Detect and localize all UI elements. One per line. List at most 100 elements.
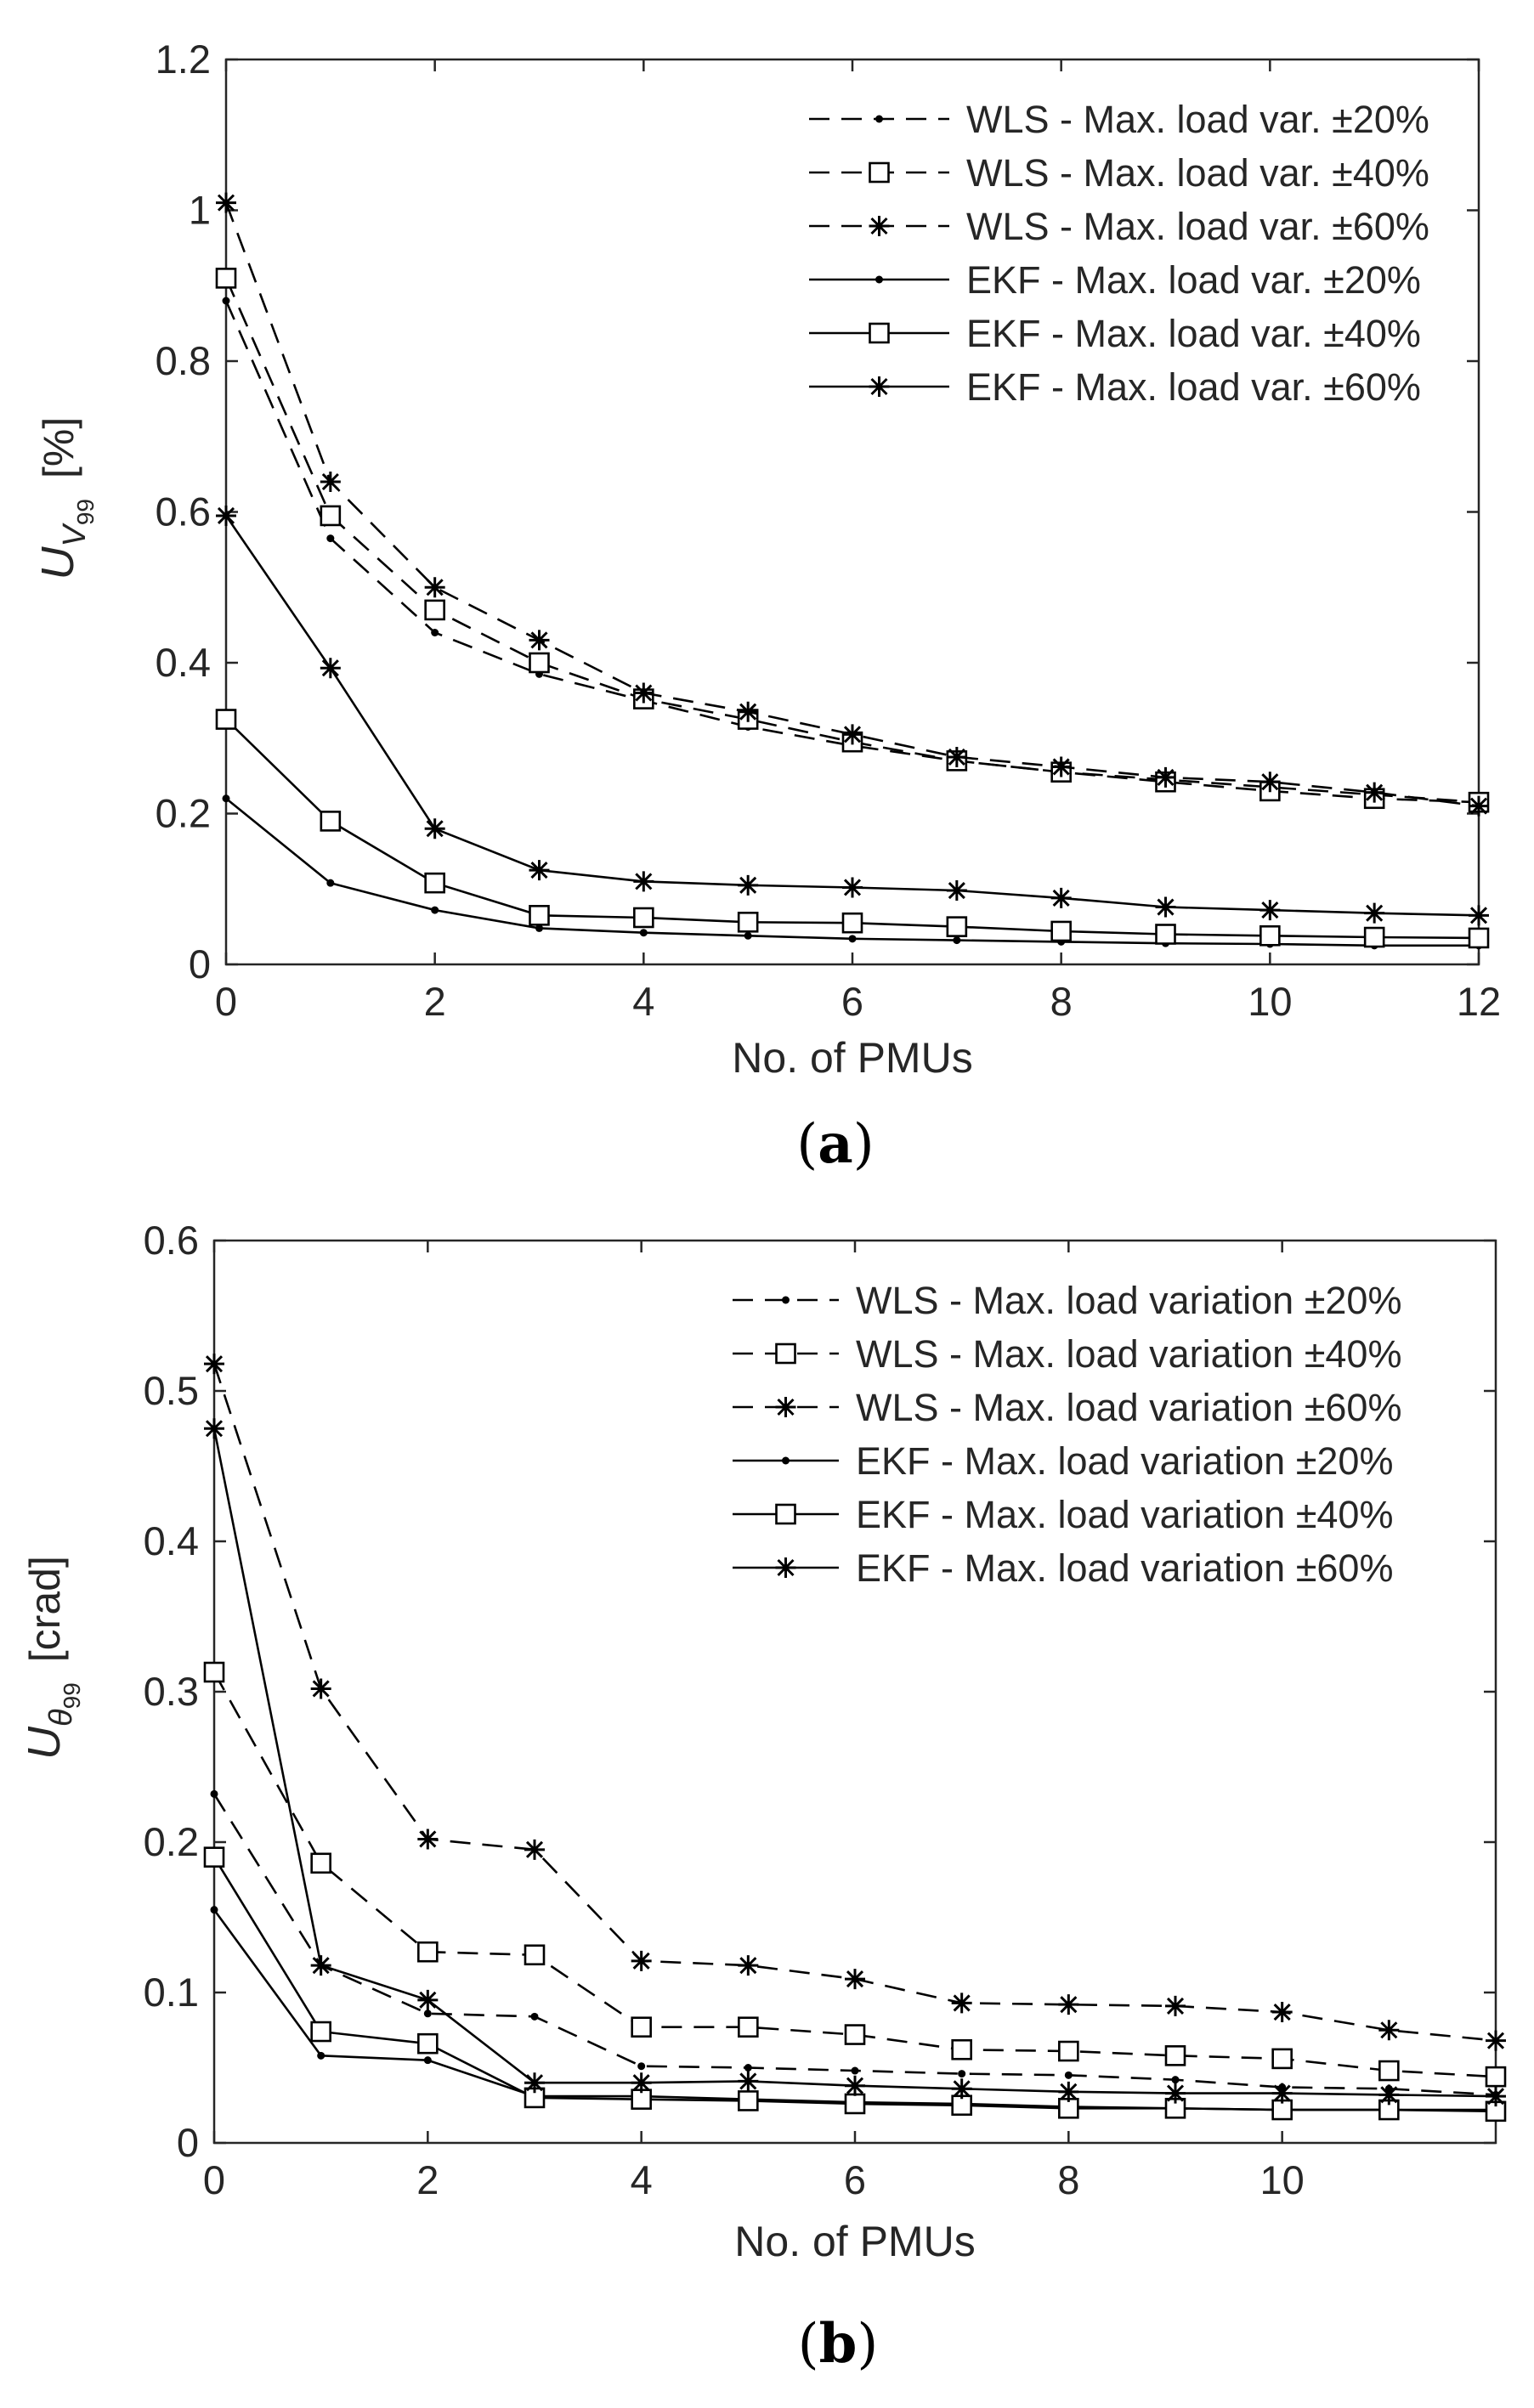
- series-6: [204, 1418, 1506, 2107]
- data-point: [1378, 2060, 1400, 2082]
- y-axis-symbol: U: [19, 1726, 70, 1760]
- x-tick-label: 4: [632, 979, 654, 1024]
- data-point: [423, 2056, 432, 2065]
- data-point: [310, 2021, 331, 2043]
- data-point: [946, 746, 967, 767]
- data-point: [1155, 896, 1176, 918]
- y-axis-label: UV99 [%]: [32, 417, 99, 580]
- y-axis-symbol-subsub: 99: [59, 1682, 85, 1709]
- data-point: [842, 724, 863, 745]
- y-tick-label: 0.2: [144, 1819, 199, 1864]
- data-point: [951, 2078, 972, 2100]
- data-point: [953, 936, 961, 945]
- panel-a-chart: 0 0.2 0.4 0.6 0.8 1 1.2 0 2 4 6 8 10 12 WLS - Max. loa…: [32, 37, 1501, 1176]
- x-tick-label: 10: [1260, 2157, 1305, 2202]
- data-point: [631, 2016, 652, 2038]
- data-point: [1050, 756, 1072, 777]
- data-point: [1364, 902, 1385, 924]
- data-point: [326, 534, 335, 543]
- legend-entry: WLS - Max. load variation ±60%: [856, 1386, 1401, 1429]
- data-point: [842, 877, 863, 898]
- data-point: [431, 629, 439, 636]
- y-tick-label: 0.5: [144, 1368, 199, 1413]
- data-point: [738, 701, 759, 722]
- data-point: [946, 916, 968, 937]
- y-tick-label: 0.6: [144, 1218, 199, 1263]
- legend-sample-marker: [775, 1503, 796, 1525]
- series-2: [203, 1661, 1507, 2088]
- data-point: [310, 1678, 331, 1699]
- data-point: [1469, 795, 1489, 817]
- data-point: [1364, 782, 1385, 803]
- data-point: [1486, 2030, 1506, 2051]
- data-point: [204, 1418, 224, 1439]
- x-tick-label: 8: [1050, 979, 1073, 1024]
- data-point: [844, 2024, 866, 2045]
- data-point: [326, 879, 335, 887]
- data-point: [424, 872, 445, 894]
- data-point: [633, 907, 654, 929]
- y-tick-label: 0.3: [144, 1669, 199, 1714]
- legend-entry: WLS - Max. load var. ±40%: [966, 151, 1429, 195]
- data-point: [631, 2072, 652, 2094]
- data-point: [1486, 2086, 1506, 2107]
- caption-letter: b: [819, 2312, 858, 2376]
- data-point: [1058, 1994, 1079, 2015]
- x-tick-label: 2: [416, 2157, 439, 2202]
- data-point: [738, 2016, 759, 2038]
- caption-close-paren: ): [853, 1113, 875, 1176]
- data-point: [845, 1969, 865, 1990]
- data-point: [222, 794, 230, 803]
- y-axis-unit: [%]: [35, 417, 82, 478]
- data-point: [424, 599, 445, 621]
- caption-letter: a: [818, 1112, 852, 1176]
- data-point: [1271, 2048, 1293, 2070]
- data-point: [1271, 2083, 1293, 2104]
- y-axis-symbol-subsub: 99: [72, 499, 99, 525]
- data-point: [424, 818, 445, 839]
- data-point: [417, 2032, 439, 2055]
- legend-entry: EKF - Max. load var. ±60%: [966, 365, 1421, 409]
- x-tick-label: 6: [841, 979, 863, 1024]
- data-point: [1165, 1995, 1186, 2016]
- y-tick-label: 0.6: [156, 489, 211, 534]
- data-point: [535, 924, 543, 932]
- legend-entry: EKF - Max. load variation ±60%: [856, 1546, 1393, 1590]
- data-point: [1155, 924, 1176, 945]
- data-point: [204, 1354, 224, 1375]
- data-point: [530, 2012, 539, 2021]
- x-axis-label: No. of PMUs: [732, 1034, 972, 1082]
- legend-sample-marker: [782, 1296, 790, 1304]
- data-point: [417, 1941, 439, 1963]
- data-point: [216, 192, 236, 213]
- data-point: [1259, 900, 1281, 921]
- y-axis-symbol-sub: θ: [43, 1709, 79, 1727]
- legend-entry: WLS - Max. load variation ±40%: [856, 1332, 1401, 1376]
- legend-entry: WLS - Max. load variation ±20%: [856, 1279, 1401, 1322]
- data-point: [1164, 2045, 1186, 2066]
- data-point: [210, 1906, 218, 1914]
- data-point: [1050, 887, 1072, 908]
- data-point: [951, 2038, 972, 2060]
- data-point: [203, 1846, 225, 1868]
- legend-sample-marker: [775, 1557, 796, 1578]
- data-point: [431, 906, 439, 914]
- legend-sample-marker: [875, 275, 883, 284]
- y-axis-symbol-sub: V: [57, 523, 93, 547]
- data-point: [738, 2090, 759, 2111]
- x-tick-label: 2: [424, 979, 446, 1024]
- data-point: [1271, 2002, 1293, 2023]
- y-tick-label: 0.1: [144, 1970, 199, 2015]
- legend-a: WLS - Max. load var. ±20% WLS - Max. load…: [809, 98, 1429, 409]
- y-tick-label: 1.2: [156, 37, 211, 82]
- data-point: [744, 931, 752, 940]
- data-point: [633, 871, 654, 892]
- legend-sample-marker: [869, 376, 890, 397]
- legend-sample-marker: [775, 1342, 796, 1365]
- data-point: [203, 1661, 225, 1683]
- data-point: [737, 912, 759, 933]
- data-point: [1259, 772, 1281, 793]
- data-point: [1363, 926, 1385, 948]
- x-tick-label: 6: [844, 2157, 866, 2202]
- x-tick-label: 12: [1457, 979, 1501, 1024]
